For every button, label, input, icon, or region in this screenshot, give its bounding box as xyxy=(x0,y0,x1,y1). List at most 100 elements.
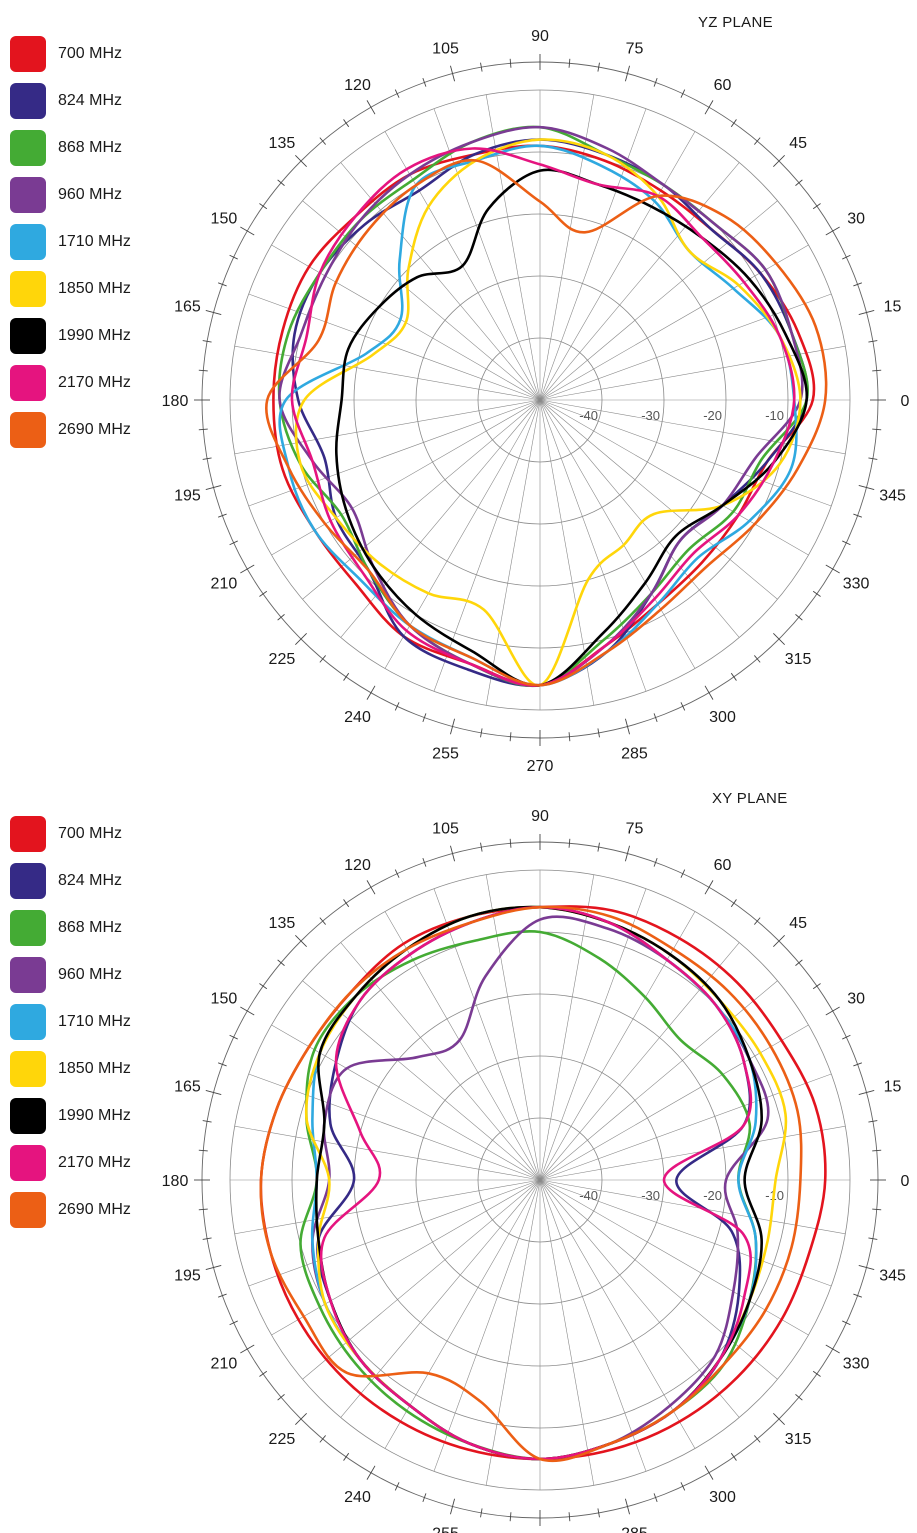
angle-tick-label: 285 xyxy=(621,1526,648,1533)
grid-spoke xyxy=(271,399,541,556)
grid-spoke xyxy=(384,399,541,669)
angle-tick xyxy=(480,842,483,852)
angle-tick-label: 225 xyxy=(269,1431,296,1448)
legend-label: 960 MHz xyxy=(58,185,123,203)
grid-spoke xyxy=(539,1179,647,1472)
series-line xyxy=(278,144,798,687)
grid-spoke xyxy=(340,162,541,401)
angle-tick xyxy=(259,590,268,597)
legend-item: 824 MHz xyxy=(10,857,160,904)
angle-tick xyxy=(872,428,882,431)
grid-spoke xyxy=(539,399,809,556)
angle-tick xyxy=(773,155,785,167)
angle-tick xyxy=(394,869,400,878)
grid-spoke xyxy=(340,399,541,638)
grid-spoke xyxy=(539,399,647,692)
grid-spoke xyxy=(539,399,696,669)
angle-tick xyxy=(568,732,571,742)
legend-swatch xyxy=(10,411,46,448)
angle-tick xyxy=(754,137,761,145)
series-line xyxy=(334,168,809,687)
angle-tick xyxy=(624,65,630,82)
angle-tick xyxy=(795,179,803,186)
angle-tick xyxy=(480,1508,483,1518)
angle-tick xyxy=(825,1344,840,1354)
angle-tick xyxy=(259,983,268,990)
angle-tick xyxy=(842,1320,851,1326)
angle-tick xyxy=(868,457,878,460)
grid-spoke xyxy=(539,1179,846,1235)
grid-spoke xyxy=(539,399,832,507)
angle-tick xyxy=(240,1344,255,1354)
angle-tick xyxy=(842,540,851,546)
angle-tick-label: 315 xyxy=(785,1431,812,1448)
chart-title: YZ PLANE xyxy=(698,14,773,31)
radial-tick-label: -40 xyxy=(579,1188,598,1203)
angle-tick xyxy=(812,590,821,597)
angle-tick-label: 345 xyxy=(879,1267,906,1284)
legend-swatch xyxy=(10,364,46,401)
angle-tick-label: 75 xyxy=(626,40,644,57)
angle-tick xyxy=(653,713,658,722)
angle-tick-label: 30 xyxy=(847,991,865,1008)
legend: 700 MHz 824 MHz 868 MHz 960 MHz 1710 MHz 1850… xyxy=(10,30,160,453)
legend-label: 1710 MHz xyxy=(58,1012,131,1030)
grid-spoke xyxy=(539,399,846,455)
angle-tick xyxy=(277,1394,285,1401)
legend-swatch xyxy=(10,1097,46,1134)
grid-spoke xyxy=(248,1073,541,1181)
angle-tick xyxy=(240,1006,255,1016)
angle-tick xyxy=(853,1062,862,1067)
legend-label: 1990 MHz xyxy=(58,326,131,344)
grid-spoke xyxy=(248,399,541,507)
angle-tick xyxy=(198,1208,208,1211)
angle-tick-label: 300 xyxy=(709,1489,736,1506)
angle-tick xyxy=(812,1370,821,1377)
grid-spoke xyxy=(539,1073,832,1181)
legend-swatch xyxy=(10,1050,46,1087)
angle-tick xyxy=(205,310,222,316)
angle-tick-label: 150 xyxy=(211,991,238,1008)
angle-tick-label: 165 xyxy=(174,299,201,316)
angle-tick xyxy=(773,633,785,645)
angle-tick xyxy=(319,137,326,145)
angle-tick-label: 345 xyxy=(879,487,906,504)
angle-tick xyxy=(202,1237,212,1240)
angle-tick xyxy=(366,685,376,700)
angle-tick xyxy=(680,702,686,711)
grid-spoke xyxy=(302,200,541,401)
legend-swatch xyxy=(10,223,46,260)
angle-tick xyxy=(597,1508,600,1518)
grid-spoke xyxy=(539,1125,846,1181)
grid-spoke xyxy=(539,874,595,1181)
angle-tick-label: 195 xyxy=(174,487,201,504)
angle-tick xyxy=(205,1090,222,1096)
legend-item: 960 MHz xyxy=(10,951,160,998)
angle-tick xyxy=(394,702,400,711)
grid-spoke xyxy=(234,399,541,455)
grid-spoke xyxy=(539,399,778,600)
legend-item: 868 MHz xyxy=(10,904,160,951)
angle-tick-label: 120 xyxy=(344,77,371,94)
radial-tick-label: -30 xyxy=(641,1188,660,1203)
grid-spoke xyxy=(539,980,778,1181)
angle-tick-label: 180 xyxy=(162,1173,189,1190)
angle-tick xyxy=(509,1512,512,1522)
angle-tick xyxy=(319,1435,326,1443)
angle-tick-label: 210 xyxy=(211,576,238,593)
legend-label: 960 MHz xyxy=(58,965,123,983)
angle-tick xyxy=(295,1413,307,1425)
legend-label: 824 MHz xyxy=(58,871,123,889)
angle-tick xyxy=(229,540,238,546)
angle-tick xyxy=(597,62,600,72)
angle-tick xyxy=(394,1482,400,1491)
angle-tick xyxy=(842,254,851,260)
grid-spoke xyxy=(433,108,541,401)
angle-tick xyxy=(868,1120,878,1123)
grid-spoke xyxy=(485,1179,541,1486)
angle-tick xyxy=(568,1512,571,1522)
angle-tick-label: 180 xyxy=(162,393,189,410)
polar-chart-xy: 0 15 30 45 60 75 90 105 120 135 150 165 180 195 210 225… xyxy=(162,808,910,1533)
legend-swatch xyxy=(10,862,46,899)
angle-tick xyxy=(202,457,212,460)
